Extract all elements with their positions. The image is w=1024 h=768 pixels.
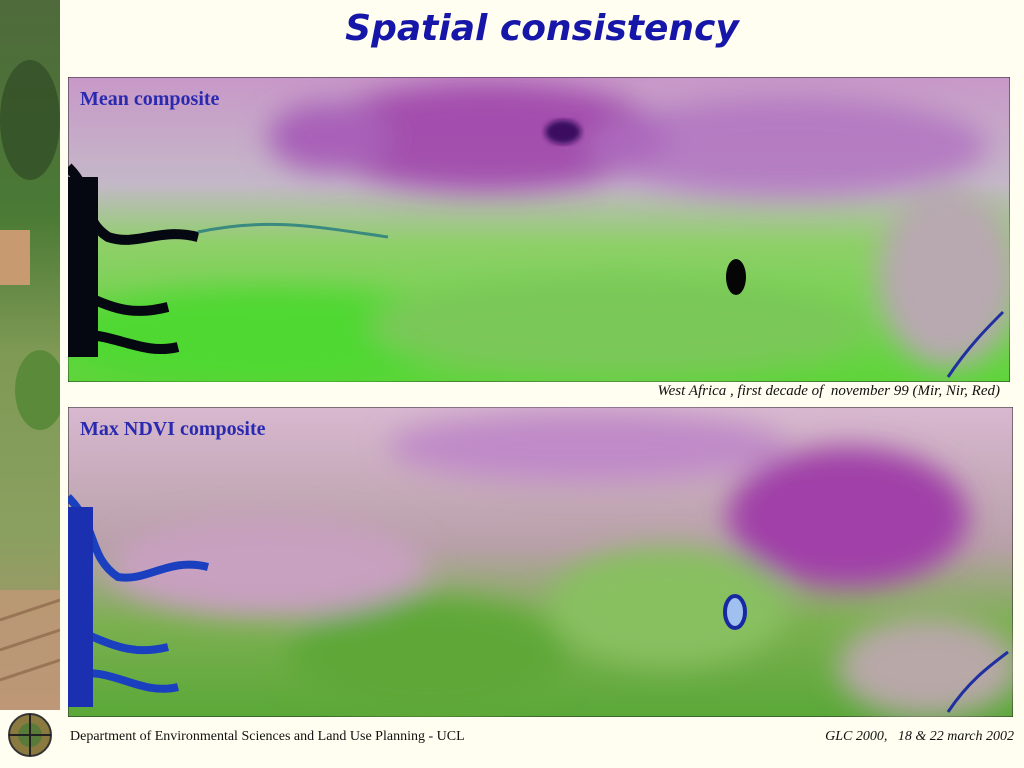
aerial-strip: [0, 0, 60, 710]
footer-right: GLC 2000, 18 & 22 march 2002: [825, 729, 1014, 744]
footer-left: Department of Environmental Sciences and…: [70, 729, 465, 744]
slide-title: Spatial consistency: [345, 8, 739, 49]
satellite-image: [68, 77, 1010, 382]
caption: West Africa , first decade of november 9…: [657, 383, 1000, 399]
satellite-image: [68, 407, 1013, 717]
panel-label: Mean composite: [80, 88, 220, 110]
panel-label: Max NDVI composite: [80, 418, 266, 440]
logo: [8, 713, 52, 757]
